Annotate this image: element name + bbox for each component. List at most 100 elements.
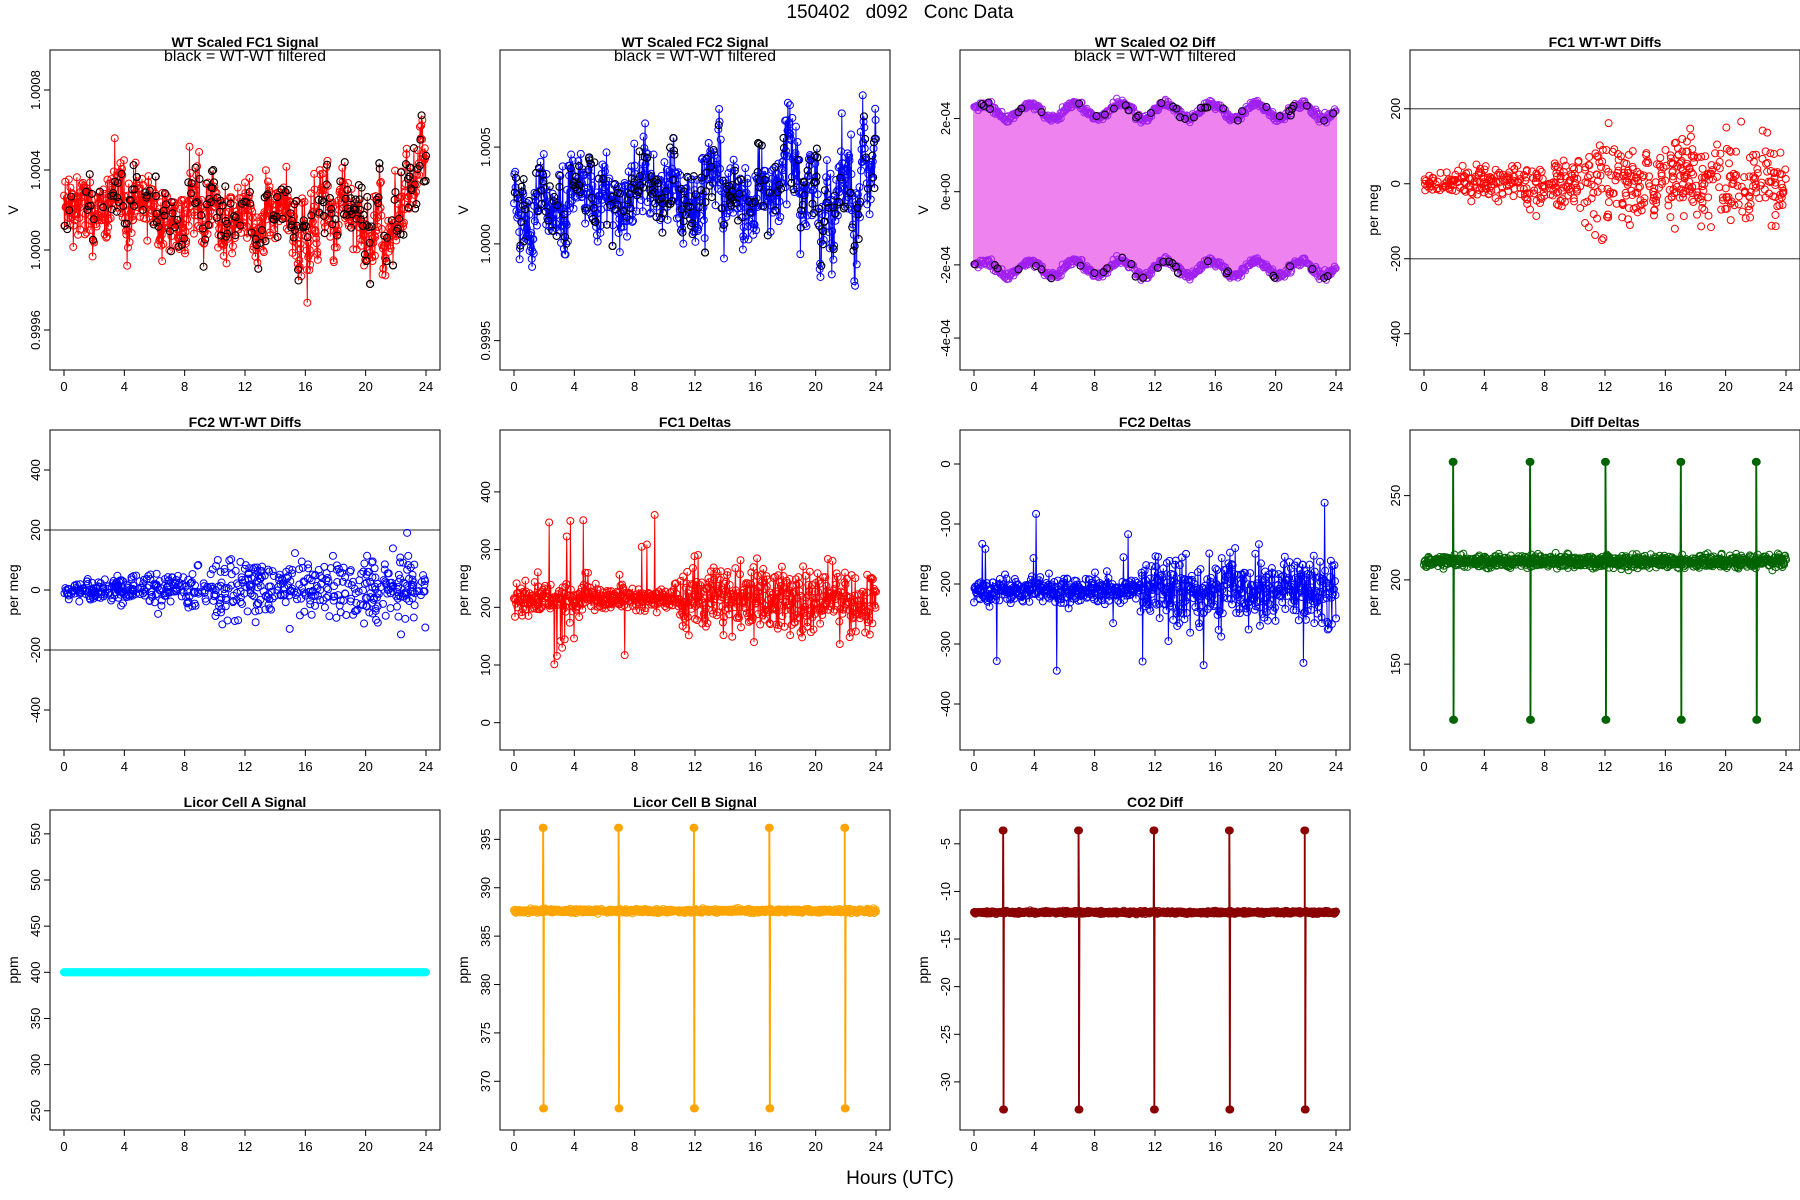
data-point xyxy=(419,587,428,596)
filtered-point xyxy=(1014,108,1023,117)
data-point xyxy=(341,573,350,582)
data-point xyxy=(1776,148,1785,157)
data-point xyxy=(403,194,412,203)
data-point xyxy=(1773,168,1782,177)
data-point xyxy=(1147,270,1156,278)
data-point xyxy=(181,249,190,258)
data-point xyxy=(532,221,541,230)
data-point xyxy=(591,207,600,216)
data-point xyxy=(1697,222,1706,231)
data-point xyxy=(845,156,854,165)
filtered-point xyxy=(363,202,372,211)
data-point xyxy=(227,193,236,202)
data-point xyxy=(589,196,598,205)
filtered-point xyxy=(694,203,703,212)
data-point xyxy=(386,604,395,613)
y-tick-label: -400 xyxy=(1388,321,1403,347)
filtered-point xyxy=(109,189,118,198)
filtered-point xyxy=(585,153,594,162)
filtered-point xyxy=(1224,267,1233,276)
data-point xyxy=(363,567,372,576)
x-tick-label: 24 xyxy=(419,759,433,774)
data-point xyxy=(313,248,322,257)
data-point xyxy=(1597,162,1606,171)
data-point xyxy=(1654,183,1663,192)
data-point xyxy=(311,571,320,580)
data-point xyxy=(93,193,102,202)
data-point xyxy=(1698,179,1707,188)
data-point xyxy=(721,176,730,185)
data-point xyxy=(1731,172,1740,181)
filtered-point xyxy=(588,215,597,224)
data-point xyxy=(300,607,309,616)
filtered-point xyxy=(1131,272,1140,281)
data-point xyxy=(1425,178,1434,187)
filtered-point xyxy=(1302,101,1311,110)
data-point xyxy=(860,144,869,153)
filtered-point xyxy=(1037,265,1046,274)
data-point xyxy=(281,598,290,607)
filtered-point xyxy=(650,188,659,197)
filtered-point xyxy=(366,279,375,288)
data-point xyxy=(276,590,285,599)
data-point xyxy=(569,204,578,213)
x-tick-label: 8 xyxy=(1091,379,1098,394)
filtered-point xyxy=(317,196,326,205)
data-point xyxy=(1612,199,1621,208)
filtered-point xyxy=(613,200,622,209)
filtered-point xyxy=(323,160,332,169)
data-point xyxy=(159,240,168,249)
filtered-point xyxy=(1127,260,1136,269)
data-point xyxy=(289,237,298,246)
data-point xyxy=(288,565,297,574)
data-point xyxy=(1514,178,1523,187)
data-point xyxy=(1636,196,1645,205)
filtered-point xyxy=(1090,268,1099,277)
plot-area xyxy=(50,528,440,651)
data-point xyxy=(127,228,136,237)
panel-title: WT Scaled FC2 Signal xyxy=(621,34,768,50)
data-point xyxy=(822,156,831,165)
data-point xyxy=(657,171,666,180)
filtered-point xyxy=(850,242,859,251)
filtered-point xyxy=(755,176,764,185)
filtered-point xyxy=(1286,262,1295,271)
data-point xyxy=(357,241,366,250)
filtered-point xyxy=(222,219,231,228)
filtered-point xyxy=(409,144,418,153)
data-point xyxy=(316,596,325,605)
filtered-point xyxy=(1014,265,1023,274)
filtered-point xyxy=(286,209,295,218)
filtered-point xyxy=(114,197,123,206)
data-point xyxy=(1581,165,1590,174)
data-point xyxy=(832,175,841,184)
data-point xyxy=(306,596,315,605)
data-point xyxy=(866,195,875,204)
filtered-point xyxy=(99,203,108,212)
data-point xyxy=(150,598,159,607)
data-point xyxy=(264,565,273,574)
data-point xyxy=(222,583,231,592)
data-point xyxy=(138,174,147,183)
data-point xyxy=(199,579,208,588)
data-point xyxy=(791,122,800,131)
data-point xyxy=(1491,165,1500,174)
data-point xyxy=(401,588,410,597)
filtered-point xyxy=(677,205,686,214)
data-point xyxy=(1532,196,1541,205)
data-point xyxy=(1726,216,1735,225)
filtered-point xyxy=(797,206,806,215)
filtered-point xyxy=(404,203,413,212)
data-point xyxy=(600,162,609,171)
filtered-point xyxy=(152,191,161,200)
data-point xyxy=(359,586,368,595)
data-point xyxy=(394,612,403,621)
filtered-point xyxy=(800,178,809,187)
filtered-point xyxy=(841,202,850,211)
data-point xyxy=(1769,149,1778,158)
data-point xyxy=(1494,197,1503,206)
data-point xyxy=(1515,170,1524,179)
filtered-point xyxy=(327,209,336,218)
data-point xyxy=(333,230,342,239)
data-point xyxy=(236,587,245,596)
